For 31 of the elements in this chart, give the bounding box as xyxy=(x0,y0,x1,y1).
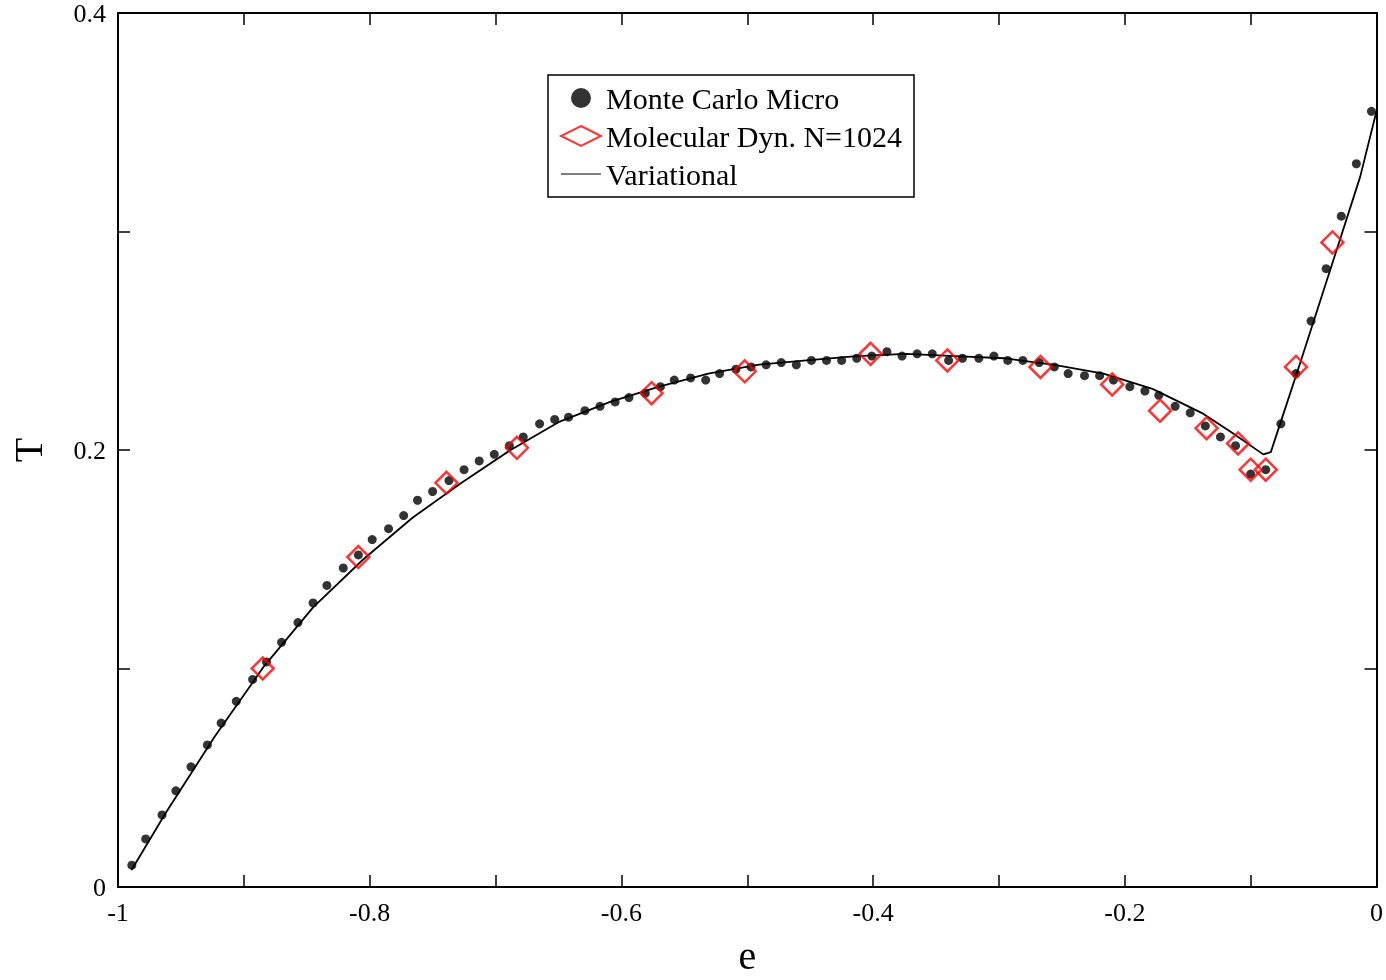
point xyxy=(250,656,275,681)
legend-label: Variational xyxy=(606,157,738,191)
point xyxy=(732,359,757,384)
legend-label: Monte Carlo Micro xyxy=(606,81,840,115)
point xyxy=(1238,457,1263,482)
y-tick-label: 0 xyxy=(93,872,106,902)
x-tick-label: -0.6 xyxy=(600,897,642,927)
x-tick-label: -0.4 xyxy=(852,897,894,927)
y-tick-label: 0.4 xyxy=(73,0,106,28)
point xyxy=(346,544,371,570)
y-axis-title: T xyxy=(5,437,51,463)
x-tick-label: -0.2 xyxy=(1104,897,1146,927)
point xyxy=(1028,354,1053,380)
point xyxy=(1253,457,1278,482)
point xyxy=(1283,354,1309,380)
point xyxy=(1194,415,1219,441)
x-tick-label: -0.8 xyxy=(349,897,391,927)
point xyxy=(639,380,664,406)
point xyxy=(1099,372,1125,397)
x-tick-label: -1 xyxy=(107,897,129,927)
x-tick-label: 0 xyxy=(1370,897,1383,927)
legend-label: Molecular Dyn. N=1024 xyxy=(606,119,903,153)
point xyxy=(504,435,530,461)
x-axis-title: e xyxy=(738,932,757,978)
point xyxy=(434,470,459,496)
point xyxy=(1320,230,1345,255)
y-tick-label: 0.2 xyxy=(73,435,106,465)
point xyxy=(1225,431,1251,456)
point xyxy=(935,348,960,373)
point xyxy=(1147,398,1173,423)
point xyxy=(858,341,883,367)
